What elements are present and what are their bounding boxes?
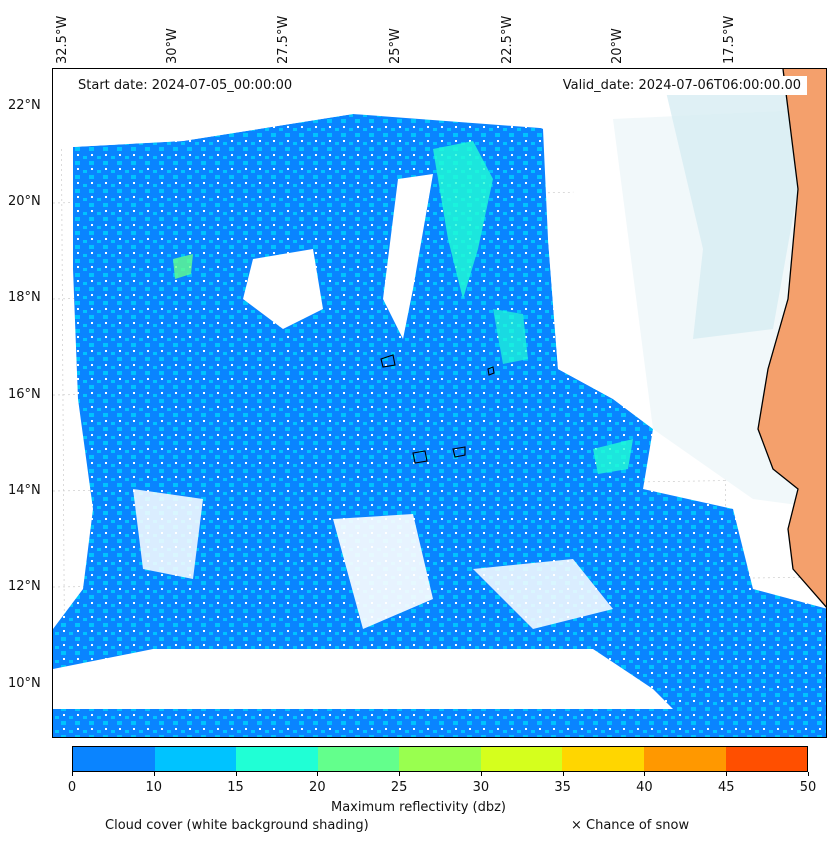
longitude-label: 17.5°W bbox=[722, 15, 737, 64]
colorbar-tickmark bbox=[317, 772, 319, 776]
latitude-label: 22°N bbox=[8, 98, 41, 113]
latitude-label: 18°N bbox=[8, 290, 41, 305]
colorbar-tickmark bbox=[72, 772, 73, 776]
colorbar-tick-label: 45 bbox=[717, 780, 735, 795]
islands bbox=[380, 354, 495, 464]
latitude-label: 12°N bbox=[8, 579, 41, 594]
colorbar-segment bbox=[399, 747, 481, 771]
longitude-label: 27.5°W bbox=[276, 15, 291, 64]
longitude-label: 32.5°W bbox=[55, 15, 70, 64]
colorbar-tick-label: 20 bbox=[309, 780, 326, 795]
longitude-label: 20°W bbox=[610, 28, 625, 64]
colorbar-tickmark bbox=[235, 772, 237, 776]
colorbar-tickmark bbox=[399, 772, 401, 776]
colorbar-tick-label: 15 bbox=[227, 780, 244, 795]
colorbar-segment bbox=[236, 747, 318, 771]
colorbar-tick-label: 0 bbox=[67, 780, 77, 795]
colorbar-tick-label: 40 bbox=[636, 780, 653, 795]
colorbar-segment bbox=[317, 747, 400, 771]
start-date-label: Start date: 2024-07-05_00:00:00 bbox=[72, 76, 299, 95]
snow-legend: × Chance of snow bbox=[571, 818, 690, 833]
latitude-label: 20°N bbox=[8, 194, 41, 209]
precipitation-field bbox=[53, 69, 826, 737]
colorbar-segment bbox=[643, 747, 726, 771]
colorbar-segment bbox=[562, 747, 644, 771]
colorbar-tick-label: 25 bbox=[390, 780, 408, 795]
map-panel bbox=[52, 68, 827, 738]
reflectivity-colorbar bbox=[72, 746, 808, 772]
colorbar-segment bbox=[480, 747, 563, 771]
colorbar-segment bbox=[73, 747, 155, 771]
coastline bbox=[757, 69, 826, 608]
latitude-label: 14°N bbox=[8, 483, 41, 498]
colorbar-tick-label: 50 bbox=[799, 780, 817, 795]
colorbar-segment bbox=[154, 747, 237, 771]
colorbar-label: Maximum reflectivity (dbz) bbox=[331, 800, 506, 815]
colorbar-tick-label: 30 bbox=[472, 780, 490, 795]
colorbar-tickmark bbox=[153, 772, 155, 776]
land-africa bbox=[758, 69, 826, 607]
longitude-label: 30°W bbox=[165, 28, 180, 64]
longitude-label: 25°W bbox=[388, 28, 403, 64]
colorbar-tickmark bbox=[808, 772, 809, 776]
cloud-cover-legend: Cloud cover (white background shading) bbox=[105, 818, 369, 833]
colorbar-segment bbox=[725, 747, 808, 771]
latitude-label: 16°N bbox=[8, 387, 41, 402]
colorbar-tickmark bbox=[480, 772, 482, 776]
latitude-label: 10°N bbox=[8, 676, 41, 691]
valid-date-label: Valid_date: 2024-07-06T06:00:00.00 bbox=[556, 76, 807, 95]
reflectivity-map bbox=[53, 69, 826, 737]
colorbar-tickmark bbox=[644, 772, 646, 776]
longitude-label: 22.5°W bbox=[500, 15, 515, 64]
colorbar-tick-label: 10 bbox=[145, 780, 163, 795]
colorbar-tickmark bbox=[726, 772, 728, 776]
colorbar-tick-label: 35 bbox=[554, 780, 571, 795]
colorbar-tickmark bbox=[562, 772, 564, 776]
